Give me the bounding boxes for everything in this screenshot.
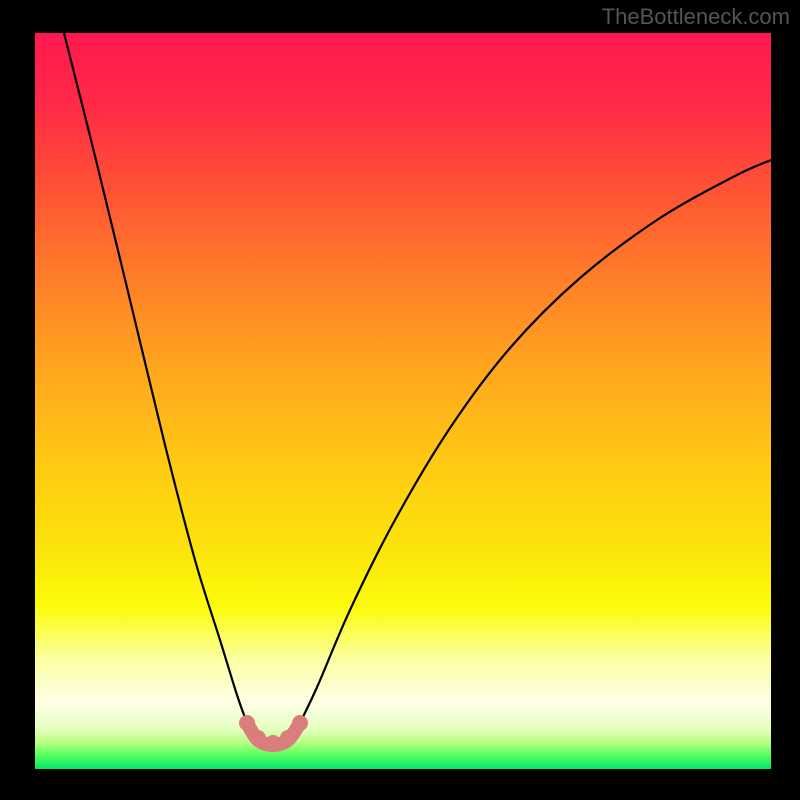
marker-dot (280, 730, 296, 746)
marker-dot (239, 715, 255, 731)
marker-dot (292, 715, 308, 731)
plot-background (35, 33, 771, 769)
watermark-text: TheBottleneck.com (602, 4, 790, 30)
marker-dot (250, 730, 266, 746)
bottleneck-chart (0, 0, 800, 800)
marker-dot (265, 735, 281, 751)
chart-container: TheBottleneck.com (0, 0, 800, 800)
